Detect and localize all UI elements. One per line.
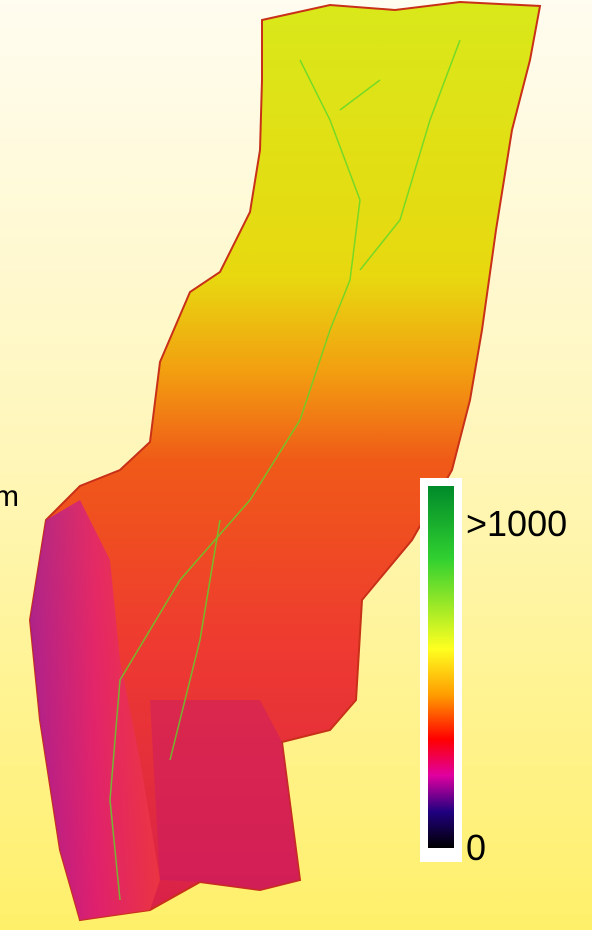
color-scale	[428, 486, 454, 848]
legend-max-label: >1000	[466, 503, 567, 544]
map-view: m >1000 0	[0, 0, 592, 930]
legend-min-label: 0	[466, 827, 486, 868]
edge-label: m	[0, 480, 19, 513]
